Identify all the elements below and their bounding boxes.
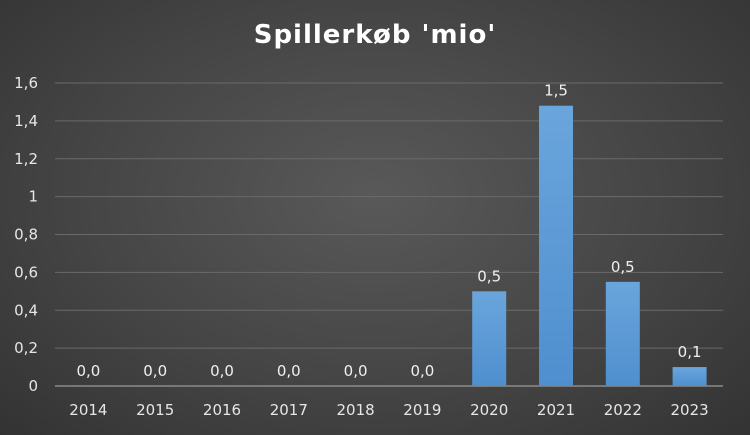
y-tick-label: 0,8: [14, 226, 38, 244]
data-label: 0,5: [477, 267, 501, 285]
y-tick-label: 1,6: [14, 74, 38, 92]
x-tick-label: 2017: [270, 401, 308, 419]
x-tick-label: 2014: [69, 401, 107, 419]
x-tick-label: 2016: [203, 401, 241, 419]
data-label: 0,0: [210, 362, 234, 380]
x-tick-label: 2019: [403, 401, 441, 419]
data-label: 0,0: [76, 362, 100, 380]
y-tick-label: 0,4: [14, 301, 38, 319]
data-label: 0,0: [143, 362, 167, 380]
bar: [539, 105, 573, 386]
data-label: 0,1: [678, 343, 702, 361]
data-label: 0,5: [611, 258, 635, 276]
x-tick-label: 2022: [604, 401, 642, 419]
bar: [605, 281, 640, 386]
x-tick-label: 2023: [671, 401, 709, 419]
y-tick-label: 0,2: [14, 339, 38, 357]
y-tick-label: 1,2: [14, 150, 38, 168]
x-tick-label: 2015: [136, 401, 174, 419]
y-tick-label: 1: [28, 188, 38, 206]
y-tick-label: 0,6: [14, 263, 38, 281]
chart-title: Spillerkøb 'mio': [253, 20, 497, 50]
bar: [672, 367, 707, 386]
data-label: 0,0: [410, 362, 434, 380]
data-label: 0,0: [277, 362, 301, 380]
x-tick-label: 2018: [337, 401, 375, 419]
data-label: 1,5: [544, 82, 568, 100]
x-tick-label: 2020: [470, 401, 508, 419]
x-tick-label: 2021: [537, 401, 575, 419]
data-label: 0,0: [344, 362, 368, 380]
y-tick-label: 0: [28, 377, 38, 395]
bar: [472, 291, 507, 386]
y-tick-label: 1,4: [14, 112, 38, 130]
